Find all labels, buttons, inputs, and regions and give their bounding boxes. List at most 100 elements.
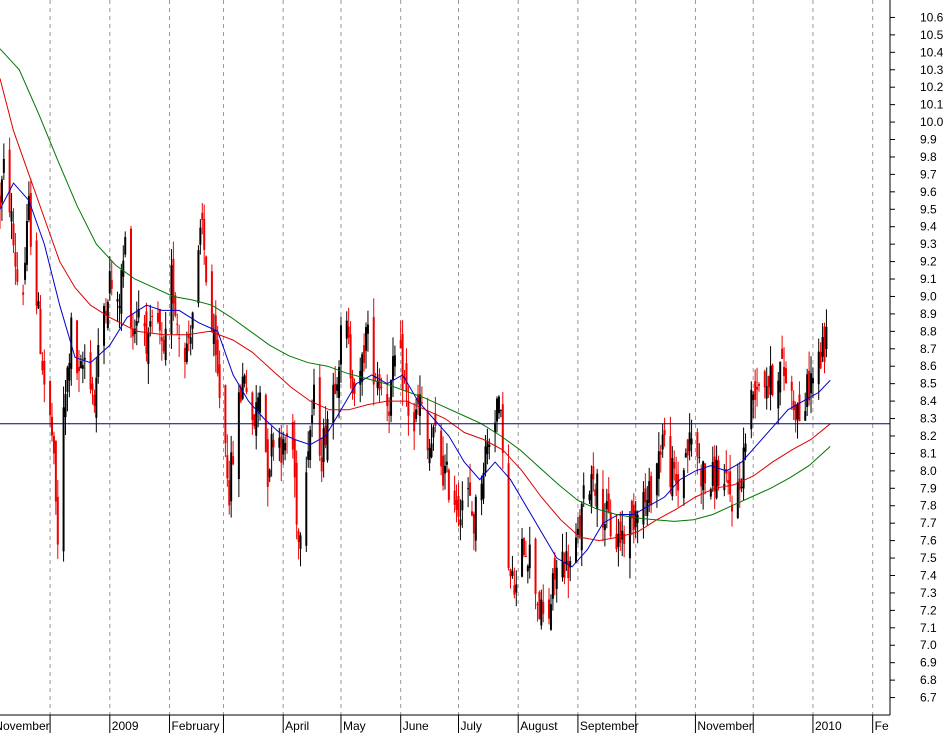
candle-body (313, 384, 316, 409)
candle-body (210, 271, 213, 332)
candle-body (104, 310, 107, 316)
candle-body (399, 340, 402, 349)
candle-body (97, 344, 100, 378)
candle-body (241, 376, 244, 399)
candle-body (480, 483, 483, 501)
candle-body (203, 219, 206, 250)
x-tick-label: Fe (875, 719, 889, 733)
candle-body (62, 407, 65, 552)
y-tick-label: 8.1 (920, 446, 937, 460)
candle-body (245, 387, 248, 392)
candle-body (615, 534, 618, 550)
candle-body (297, 531, 300, 542)
candle-body (334, 383, 337, 394)
candle-body (339, 325, 342, 365)
candle-body (524, 555, 527, 557)
candle-body (417, 394, 420, 405)
candle-body (118, 306, 121, 308)
candle-body (798, 394, 801, 422)
candle-body (257, 397, 260, 412)
x-tick-label: November (697, 719, 752, 733)
candle-body (216, 339, 219, 374)
candle-body (311, 415, 314, 424)
candle-body (663, 430, 666, 435)
y-tick-label: 9.0 (920, 289, 937, 303)
y-tick-label: 6.8 (920, 673, 937, 687)
candle-body (711, 461, 714, 486)
candle-body (484, 446, 487, 473)
candle-body (731, 504, 734, 512)
candle-body (326, 418, 329, 461)
candle-body (133, 328, 136, 335)
candle-body (536, 604, 539, 606)
x-tick-label: February (172, 719, 220, 733)
candle-body (494, 422, 497, 433)
candle-body (636, 514, 639, 523)
candle-body (37, 301, 40, 309)
candle-body (205, 256, 208, 283)
candle-body (365, 327, 368, 351)
candle-body (765, 386, 768, 399)
candle-body (239, 387, 242, 402)
candle-body (170, 265, 173, 335)
candle-body (603, 524, 606, 531)
x-tick-label: September (580, 719, 639, 733)
candle-body (160, 337, 163, 341)
candle-body (284, 443, 287, 451)
candle-body (320, 457, 323, 472)
candle-body (226, 455, 229, 479)
candle-body (648, 481, 651, 503)
candle-body (623, 533, 626, 544)
moving-average-line (0, 78, 831, 542)
candle-body (336, 384, 339, 391)
candle-body (811, 378, 814, 384)
candle-body (272, 440, 275, 448)
candle-body (68, 362, 71, 381)
candle-body (467, 488, 470, 490)
candle-body (232, 456, 235, 465)
candle-body (713, 456, 716, 492)
candle-body (376, 380, 379, 388)
candle-body (259, 392, 262, 413)
candle-body (796, 403, 799, 420)
candle-body (95, 377, 98, 418)
candle-body (158, 309, 161, 331)
candle-body (434, 413, 437, 426)
candle-body (363, 345, 366, 363)
candle-body (197, 250, 200, 304)
candle-body (76, 320, 79, 374)
y-axis-ticks: 6.7 6.8 6.9 7.0 7.1 7.2 7.3 7.4 7.5 7.6 7.7 7.8 7.9 8… (890, 10, 944, 705)
candle-body (671, 458, 674, 497)
x-tick-label: 2010 (815, 719, 842, 733)
candle-body (332, 384, 335, 423)
candle-body (172, 258, 175, 304)
candle-body (29, 193, 32, 247)
y-tick-label: 10.3 (920, 63, 944, 77)
candle-body (64, 394, 67, 418)
candle-body (808, 370, 811, 401)
candle-body (634, 510, 637, 528)
candle-body (496, 398, 499, 422)
candle-body (501, 404, 504, 453)
candle-body (534, 538, 537, 594)
candle-body (567, 560, 570, 579)
candle-body (576, 528, 579, 535)
candle-body (147, 333, 150, 364)
y-tick-label: 8.9 (920, 307, 937, 321)
candle-body (189, 337, 192, 344)
candle-body (784, 368, 787, 384)
candle-body (318, 377, 321, 456)
x-tick-label: July (460, 719, 481, 733)
candle-body (650, 475, 653, 506)
candle-body (8, 149, 11, 213)
candle-body (684, 453, 687, 458)
candle-body (440, 430, 443, 467)
candle-body (526, 566, 529, 572)
candle-body (413, 411, 416, 432)
candle-body (322, 428, 325, 462)
candle-body (644, 488, 647, 503)
candle-body (513, 585, 516, 595)
candle-body (39, 309, 42, 355)
candle-body (120, 270, 123, 314)
x-tick-label: April (285, 719, 309, 733)
